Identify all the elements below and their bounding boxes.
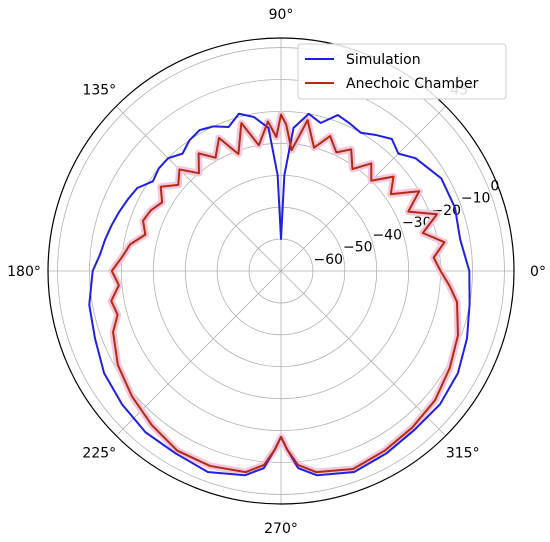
legend-box (297, 43, 507, 100)
polar-frame (47, 37, 515, 505)
measurement-band (107, 111, 462, 476)
r-tick-label: −50 (343, 240, 373, 256)
radial-tick-labels: −60−50−40−30−20−100 (313, 178, 499, 267)
r-tick-label: −10 (461, 191, 491, 207)
series-lines (88, 111, 471, 477)
angle-tick-label: 135° (82, 82, 116, 98)
angle-tick-label: 90° (269, 7, 294, 23)
grid-spoke (280, 270, 447, 437)
legend: Simulation Anechoic Chamber (297, 43, 507, 100)
simulation-line (88, 112, 471, 477)
grid-spoke (115, 105, 282, 272)
angle-tick-label: 270° (264, 521, 298, 537)
grid-spoke (280, 105, 447, 272)
anechoic-chamber-line (110, 113, 459, 474)
angle-tick-label: 225° (82, 446, 116, 462)
r-tick-label: −60 (313, 252, 343, 268)
r-tick-label: −40 (372, 227, 402, 243)
angle-tick-label: 180° (7, 264, 41, 280)
angle-tick-label: 315° (446, 446, 480, 462)
legend-label: Simulation (346, 52, 421, 68)
polar-grid (48, 38, 514, 504)
legend-label: Anechoic Chamber (346, 76, 479, 92)
r-tick-label: 0 (490, 178, 499, 194)
angle-tick-label: 0° (530, 264, 546, 280)
angle-tick-labels: 0°45°90°135°180°225°270°315° (7, 7, 546, 537)
